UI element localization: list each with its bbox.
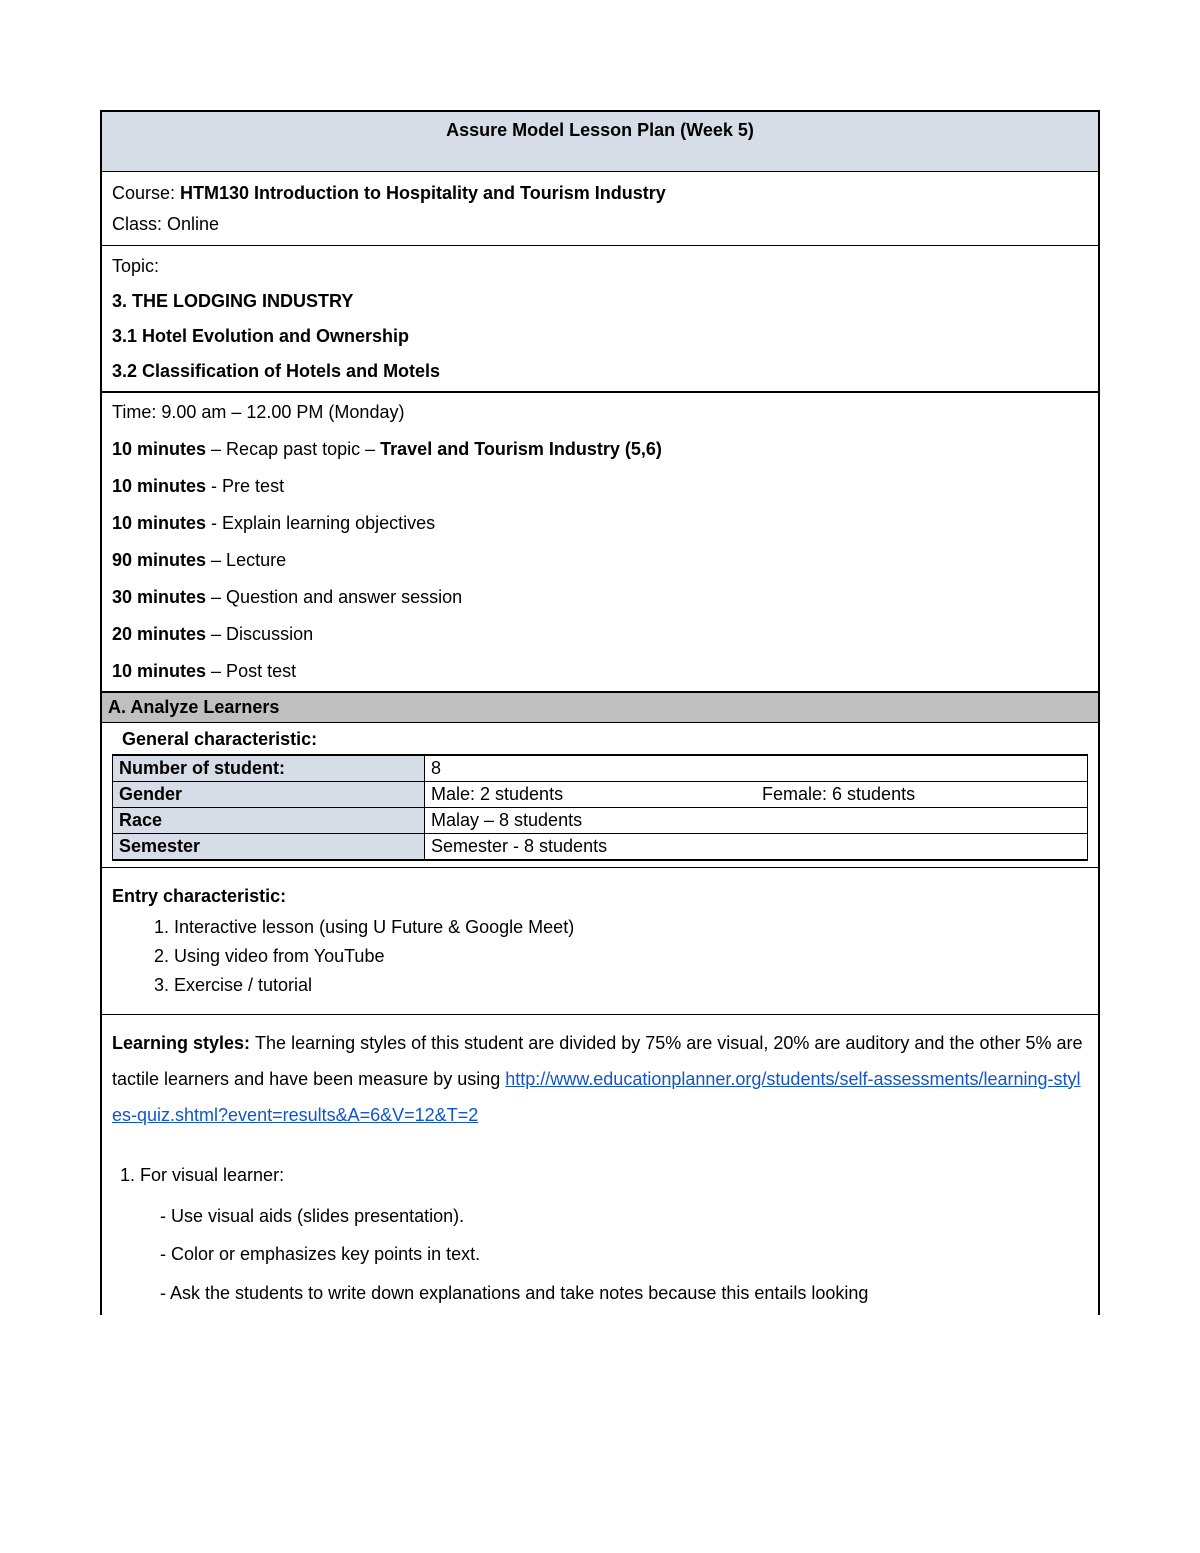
time-item-text: – Question and answer session: [206, 587, 462, 607]
class-value: Online: [167, 214, 219, 234]
time-item-bold: 20 minutes: [112, 624, 206, 644]
cell-value: 8: [425, 755, 1088, 782]
analyze-header: A. Analyze Learners: [102, 693, 1098, 723]
learning-styles-section: Learning styles: The learning styles of …: [102, 1015, 1098, 1315]
cell-value: Malay – 8 students: [425, 808, 1088, 834]
ls-dash-item: - Color or emphasizes key points in text…: [120, 1239, 1088, 1270]
table-row: Gender Male: 2 students Female: 6 studen…: [113, 782, 1088, 808]
time-item-bold: 10 minutes: [112, 439, 206, 459]
entry-characteristic-section: Entry characteristic: Interactive lesson…: [102, 868, 1098, 1014]
entry-title: Entry characteristic:: [112, 886, 1088, 907]
gc-title: General characteristic:: [112, 723, 1088, 754]
plan-title: Assure Model Lesson Plan (Week 5): [102, 112, 1098, 172]
cell-label: Gender: [113, 782, 425, 808]
general-characteristic-section: General characteristic: Number of studen…: [102, 723, 1098, 868]
ls-sub-heading: 1. For visual learner:: [120, 1157, 1088, 1193]
cell-value: Female: 6 students: [756, 782, 1088, 808]
course-section: Course: HTM130 Introduction to Hospitali…: [102, 172, 1098, 246]
entry-list: Interactive lesson (using U Future & Goo…: [112, 913, 1088, 999]
cell-label: Number of student:: [113, 755, 425, 782]
characteristic-table: Number of student: 8 Gender Male: 2 stud…: [112, 754, 1088, 861]
topic-line-2: 3.1 Hotel Evolution and Ownership: [112, 322, 1088, 351]
topic-line-3: 3.2 Classification of Hotels and Motels: [112, 357, 1088, 386]
time-item-text: – Post test: [206, 661, 296, 681]
ls-dash-item: - Use visual aids (slides presentation).: [120, 1201, 1088, 1232]
time-item-text: – Recap past topic –: [206, 439, 380, 459]
time-item-bold: 90 minutes: [112, 550, 206, 570]
time-item-bold2: Travel and Tourism Industry (5,6): [380, 439, 662, 459]
time-item-bold: 30 minutes: [112, 587, 206, 607]
list-item: Interactive lesson (using U Future & Goo…: [174, 913, 1088, 942]
ls-dash-item: - Ask the students to write down explana…: [120, 1278, 1088, 1309]
topic-label: Topic:: [112, 252, 1088, 281]
time-item-bold: 10 minutes: [112, 661, 206, 681]
visual-learner-block: 1. For visual learner: - Use visual aids…: [112, 1157, 1088, 1309]
time-item-text: – Discussion: [206, 624, 313, 644]
table-row: Race Malay – 8 students: [113, 808, 1088, 834]
ls-lead-bold: Learning styles:: [112, 1033, 255, 1053]
course-name: HTM130 Introduction to Hospitality and T…: [180, 183, 666, 203]
list-item: Using video from YouTube: [174, 942, 1088, 971]
time-item-text: – Lecture: [206, 550, 286, 570]
time-item-text: - Pre test: [206, 476, 284, 496]
topic-line-1: 3. THE LODGING INDUSTRY: [112, 287, 1088, 316]
time-item-bold: 10 minutes: [112, 476, 206, 496]
list-item: Exercise / tutorial: [174, 971, 1088, 1000]
time-item-bold: 10 minutes: [112, 513, 206, 533]
cell-label: Semester: [113, 834, 425, 861]
cell-label: Race: [113, 808, 425, 834]
class-label: Class:: [112, 214, 167, 234]
time-section: Time: 9.00 am – 12.00 PM (Monday) 10 min…: [102, 393, 1098, 693]
table-row: Semester Semester - 8 students: [113, 834, 1088, 861]
time-item-text: - Explain learning objectives: [206, 513, 435, 533]
cell-value: Male: 2 students: [425, 782, 757, 808]
topic-section: Topic: 3. THE LODGING INDUSTRY 3.1 Hotel…: [102, 246, 1098, 393]
lesson-plan-table: Assure Model Lesson Plan (Week 5) Course…: [100, 110, 1100, 1315]
cell-value: Semester - 8 students: [425, 834, 1088, 861]
course-label: Course:: [112, 183, 180, 203]
table-row: Number of student: 8: [113, 755, 1088, 782]
time-heading: Time: 9.00 am – 12.00 PM (Monday): [112, 399, 1088, 426]
